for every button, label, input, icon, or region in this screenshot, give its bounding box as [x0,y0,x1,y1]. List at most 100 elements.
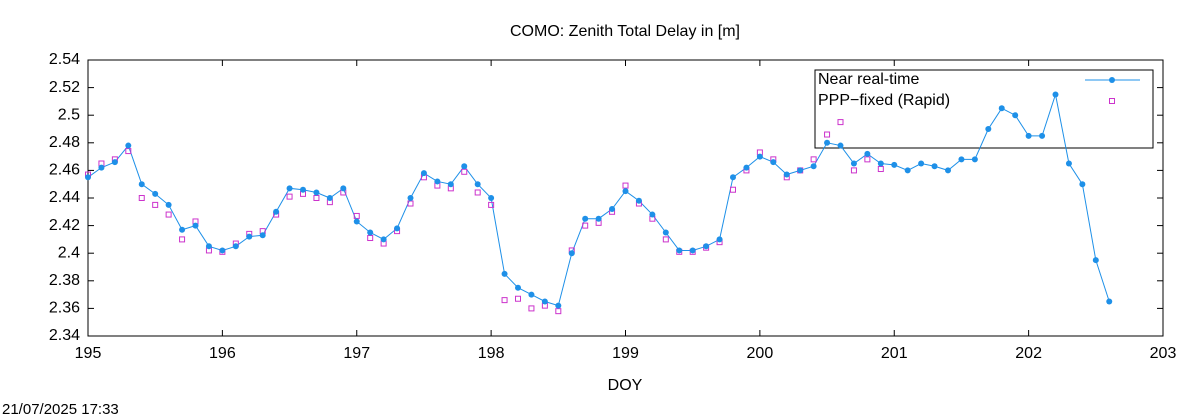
plot-frame [87,59,1164,337]
point [152,190,159,197]
point [125,148,132,155]
point [850,160,857,167]
point [447,181,454,188]
point [98,164,105,171]
point [420,170,427,177]
x-tick-label: 198 [478,345,505,362]
point [138,195,145,201]
point [165,211,172,218]
point [864,156,871,163]
point [918,160,925,167]
point [232,243,239,250]
x-tick-label: 200 [747,345,774,362]
point [985,126,992,132]
x-tick-label: 201 [881,345,908,362]
point [1079,181,1086,188]
point [783,171,790,178]
point [824,131,831,138]
point [367,229,374,236]
point [434,178,441,185]
legend-label: PPP−fixed (Rapid) [818,92,950,109]
point [689,247,696,254]
point [474,189,481,196]
point [407,200,414,207]
point [300,186,306,193]
point [313,189,320,196]
point [837,142,844,149]
legend-marker [1109,98,1115,104]
point [353,218,360,225]
point [313,195,320,201]
y-tick-label: 2.4 [58,244,80,261]
y-tick-label: 2.42 [49,217,80,234]
point [353,212,360,219]
point [568,250,575,257]
point [743,164,750,171]
point [165,201,172,208]
y-tick-label: 2.38 [49,272,80,289]
point [877,166,884,173]
x-axis-label: DOY [608,377,643,394]
point [609,206,616,213]
x-tick-label: 203 [1150,345,1177,362]
point [555,302,562,309]
point [138,181,145,188]
legend-label: Near real-time [818,71,919,88]
point [407,195,414,201]
x-tick-label: 195 [75,345,102,362]
point [810,156,817,163]
point [528,305,535,312]
point [219,247,226,254]
point [1052,91,1059,98]
x-tick-label: 196 [209,345,236,362]
point [179,226,186,233]
point [259,232,266,239]
point [877,160,884,167]
point [192,222,199,229]
point [891,161,898,168]
point [1025,132,1032,139]
chart-title: COMO: Zenith Total Delay in [m] [510,23,740,40]
point [340,185,347,192]
point [649,211,656,218]
point [326,195,333,201]
point [770,159,777,166]
point [1065,160,1072,167]
point [246,233,253,240]
point [461,163,468,170]
point [1092,257,1099,264]
point [501,270,508,277]
point [85,174,91,181]
point [1039,132,1046,139]
point [501,297,508,304]
point [111,159,118,166]
point [205,243,212,250]
y-tick-label: 2.48 [49,134,80,151]
y-tick-label: 2.36 [49,300,80,317]
point [730,174,736,181]
y-tick-label: 2.5 [58,106,80,123]
point [998,105,1005,112]
point [676,247,683,254]
y-tick-label: 2.46 [49,162,80,179]
point [541,298,548,305]
series-line [87,92,1110,307]
point [945,167,951,174]
point [380,236,387,243]
point [488,201,495,208]
point [716,236,723,243]
point [528,291,535,298]
point [582,222,589,229]
point [394,225,401,232]
point [810,163,817,170]
point [904,167,911,174]
point [286,185,293,192]
legend-box [814,69,1154,149]
point [515,284,521,291]
point [273,208,280,215]
point [461,168,468,175]
point [756,153,763,160]
point [622,188,629,195]
point [179,236,186,243]
